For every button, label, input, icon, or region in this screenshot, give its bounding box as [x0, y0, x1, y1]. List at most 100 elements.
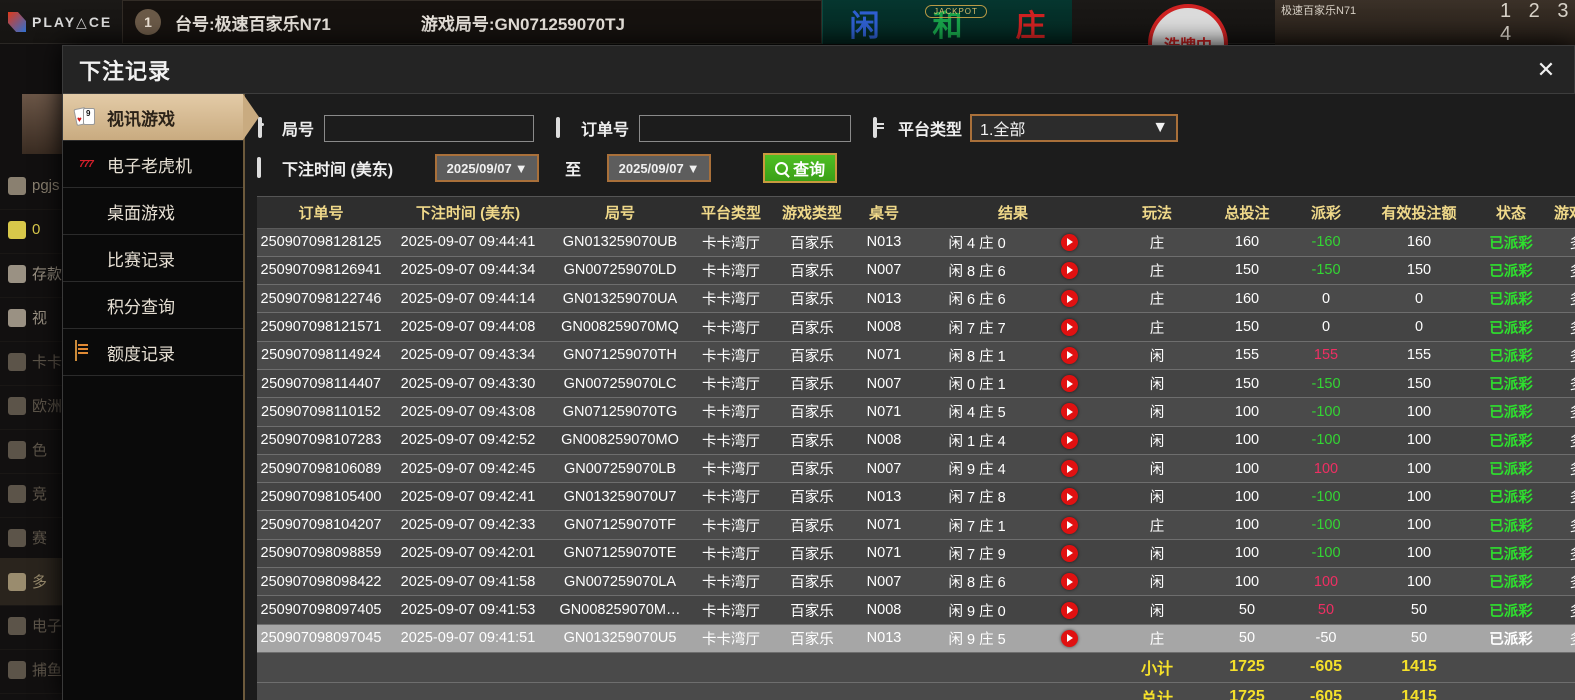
cell-mode: 多台: [1547, 624, 1575, 653]
cell-table: N071: [851, 397, 917, 427]
rail-item[interactable]: 色: [0, 426, 122, 474]
rail-item[interactable]: 卡卡: [0, 338, 122, 386]
rail-item-icon: [8, 176, 26, 195]
play-video-icon[interactable]: [1060, 290, 1078, 308]
sidebar-item-label: 桌面游戏: [107, 203, 175, 223]
cell-result: 闲 7 庄 1: [917, 510, 1109, 540]
date-from-picker[interactable]: 2025/09/07 ▼: [435, 154, 540, 182]
table-row[interactable]: 250907098106089 2025-09-07 09:42:45 GN0072…: [257, 454, 1575, 484]
rail-item[interactable]: 0: [0, 206, 122, 254]
filter-bar: 局号 订单号 平台类型 1.全部 ▼: [257, 104, 1575, 196]
sidebar-item-match-records[interactable]: 比赛记录: [63, 235, 243, 282]
sidebar-item-points-query[interactable]: 积分查询: [63, 282, 243, 329]
table-row[interactable]: 250907098114924 2025-09-07 09:43:34 GN0712…: [257, 341, 1575, 370]
play-video-icon[interactable]: [1060, 346, 1078, 364]
table-row[interactable]: 250907098097045 2025-09-07 09:41:51 GN0132…: [257, 624, 1575, 653]
cell-payout: -150: [1289, 256, 1363, 286]
bettime-label-text: 下注时间 (美东): [282, 162, 394, 179]
col-play[interactable]: 玩法: [1109, 197, 1205, 229]
search-button[interactable]: 查询: [763, 153, 838, 183]
col-order[interactable]: 订单号: [257, 197, 385, 229]
rail-item[interactable]: 视: [0, 294, 122, 342]
order-input[interactable]: [639, 114, 852, 142]
cell-round: GN008259070MQ: [551, 312, 689, 342]
play-video-icon[interactable]: [1060, 601, 1078, 619]
play-video-icon[interactable]: [1060, 573, 1078, 591]
rail-item-label: 欧洲: [32, 398, 63, 415]
cell-order: 250907098104207: [257, 510, 385, 540]
play-video-icon[interactable]: [1060, 233, 1078, 251]
rail-item[interactable]: pgjs: [0, 162, 122, 210]
col-game[interactable]: 游戏类型: [773, 197, 851, 229]
sidebar-item-label: 电子老虎机: [107, 156, 192, 176]
rail-item[interactable]: 存款: [0, 250, 122, 298]
cell-round: GN008259070M…: [551, 595, 689, 625]
round-input[interactable]: [324, 114, 535, 142]
table-row[interactable]: 250907098097405 2025-09-07 09:41:53 GN0082…: [257, 595, 1575, 625]
play-video-icon[interactable]: [1060, 460, 1078, 478]
play-video-icon[interactable]: [1060, 516, 1078, 534]
sidebar-item-label: 视讯游戏: [107, 109, 175, 129]
col-round[interactable]: 局号: [551, 197, 689, 229]
table-row[interactable]: 250907098105400 2025-09-07 09:42:41 GN0132…: [257, 482, 1575, 512]
col-platform[interactable]: 平台类型: [689, 197, 773, 229]
table-row[interactable]: 250907098107283 2025-09-07 09:42:52 GN0082…: [257, 426, 1575, 455]
play-video-icon[interactable]: [1060, 261, 1078, 279]
table-row[interactable]: 250907098114407 2025-09-07 09:43:30 GN0072…: [257, 369, 1575, 399]
cell-payout: -100: [1289, 426, 1363, 455]
cell-round: GN007259070LD: [551, 256, 689, 286]
col-mode[interactable]: 游戏模式: [1547, 197, 1575, 229]
play-video-icon[interactable]: [1060, 375, 1078, 393]
table-header-row: 订单号 下注时间 (美东) 局号 平台类型 游戏类型 桌号 结果 玩法 总投注 …: [257, 197, 1575, 229]
play-video-icon[interactable]: [1060, 318, 1078, 336]
cell-status: 已派彩: [1475, 312, 1547, 342]
platform-select[interactable]: 1.全部 ▼: [970, 114, 1179, 142]
table-row[interactable]: 250907098122746 2025-09-07 09:44:14 GN0132…: [257, 284, 1575, 314]
col-result[interactable]: 结果: [917, 197, 1109, 229]
sidebar-item-label: 额度记录: [107, 344, 175, 364]
col-time[interactable]: 下注时间 (美东): [385, 197, 551, 229]
footer-label: 小计: [1109, 652, 1205, 683]
cell-payout: 100: [1289, 454, 1363, 484]
table-row[interactable]: 250907098110152 2025-09-07 09:43:08 GN0712…: [257, 397, 1575, 427]
result-text: 闲 8 庄 6: [948, 575, 1006, 592]
col-payout[interactable]: 派彩: [1289, 197, 1363, 229]
table-row[interactable]: 250907098128125 2025-09-07 09:44:41 GN0132…: [257, 228, 1575, 257]
result-text: 闲 7 庄 8: [948, 490, 1006, 507]
result-text: 闲 9 庄 4: [948, 462, 1006, 479]
cell-mode: 多台: [1547, 369, 1575, 399]
col-bet[interactable]: 总投注: [1205, 197, 1289, 229]
table-row[interactable]: 250907098104207 2025-09-07 09:42:33 GN0712…: [257, 510, 1575, 540]
gem-icon: [75, 294, 97, 316]
order-label: 订单号: [556, 116, 629, 140]
rail-item[interactable]: 竞: [0, 470, 122, 518]
table-row[interactable]: 250907098126941 2025-09-07 09:44:34 GN0072…: [257, 256, 1575, 286]
col-table[interactable]: 桌号: [851, 197, 917, 229]
play-video-icon[interactable]: [1060, 403, 1078, 421]
table-row[interactable]: 250907098121571 2025-09-07 09:44:08 GN0082…: [257, 312, 1575, 342]
play-video-icon[interactable]: [1060, 431, 1078, 449]
rail-item[interactable]: 捕鱼: [0, 646, 122, 694]
rail-item[interactable]: 电子: [0, 602, 122, 650]
col-valid[interactable]: 有效投注额: [1363, 197, 1475, 229]
table-row[interactable]: 250907098098422 2025-09-07 09:41:58 GN0072…: [257, 567, 1575, 597]
sidebar-item-credit-records[interactable]: 额度记录: [63, 329, 243, 376]
table-row[interactable]: 250907098098859 2025-09-07 09:42:01 GN0712…: [257, 539, 1575, 569]
cell-bet: 100: [1205, 426, 1289, 455]
sidebar-item-slots[interactable]: 777 电子老虎机: [63, 141, 243, 188]
rail-item[interactable]: 欧洲: [0, 382, 122, 430]
footer-total-payout: -605: [1289, 682, 1363, 700]
sidebar-item-video-games[interactable]: ♥ 9 视讯游戏: [63, 94, 259, 141]
cell-platform: 卡卡湾厅: [689, 539, 773, 569]
cell-payout: -100: [1289, 482, 1363, 512]
cell-table: N071: [851, 510, 917, 540]
date-to-picker[interactable]: 2025/09/07 ▼: [607, 154, 712, 182]
play-video-icon[interactable]: [1060, 629, 1078, 647]
footer-total-bet: 1725: [1205, 652, 1289, 683]
play-video-icon[interactable]: [1060, 488, 1078, 506]
play-video-icon[interactable]: [1060, 544, 1078, 562]
cell-order: 250907098114924: [257, 341, 385, 370]
close-icon[interactable]: ✕: [1536, 57, 1556, 82]
sidebar-item-table-games[interactable]: 桌面游戏: [63, 188, 243, 235]
col-status[interactable]: 状态: [1475, 197, 1547, 229]
